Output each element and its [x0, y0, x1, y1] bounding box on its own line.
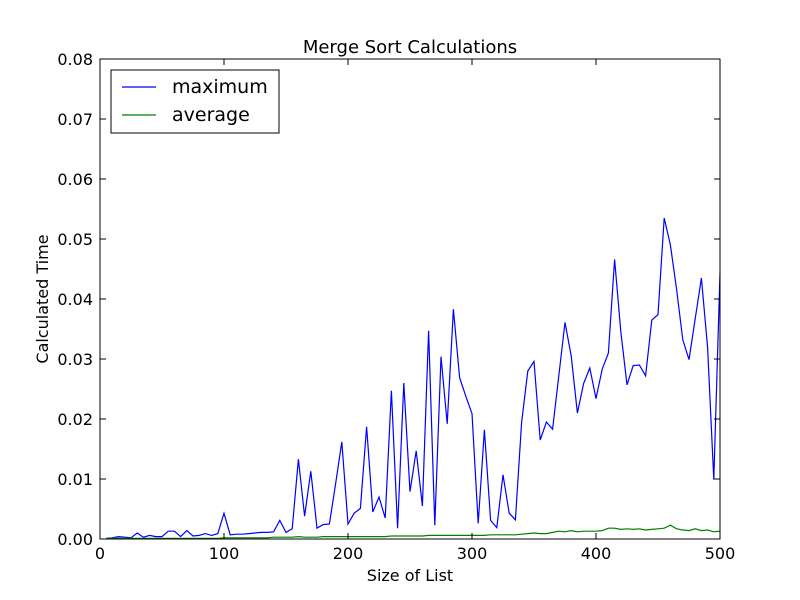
x-tick-label: 500: [705, 544, 736, 563]
y-tick-label: 0.05: [57, 230, 93, 249]
legend-label-maximum: maximum: [172, 76, 268, 98]
x-tick-label: 100: [209, 544, 240, 563]
legend-box: [110, 69, 280, 134]
series-line-maximum: [106, 217, 721, 539]
axis-ticks: 0 100 200 300 400 500 0.00 0.01 0.02 0.03 0.04 0.05…: [57, 50, 735, 563]
y-tick-label: 0.07: [57, 110, 93, 129]
y-axis-title: Calculated Time: [33, 234, 52, 363]
chart-title: Merge Sort Calculations: [303, 37, 517, 58]
y-tick-label: 0.02: [57, 410, 93, 429]
y-tick-label: 0.01: [57, 470, 93, 489]
x-tick-label: 0: [95, 544, 105, 563]
legend-label-average: average: [172, 104, 250, 126]
y-tick-label: 0.00: [57, 530, 93, 549]
y-tick-label: 0.04: [57, 290, 93, 309]
x-axis-title: Size of List: [367, 566, 453, 585]
x-tick-label: 300: [457, 544, 488, 563]
x-tick-label: 200: [333, 544, 364, 563]
y-tick-label: 0.08: [57, 50, 93, 69]
x-tick-label: 400: [581, 544, 612, 563]
series-line-average: [106, 524, 721, 540]
y-tick-label: 0.03: [57, 350, 93, 369]
legend: maximum average: [110, 69, 280, 134]
plot-area: [106, 217, 721, 540]
y-tick-label: 0.06: [57, 170, 93, 189]
